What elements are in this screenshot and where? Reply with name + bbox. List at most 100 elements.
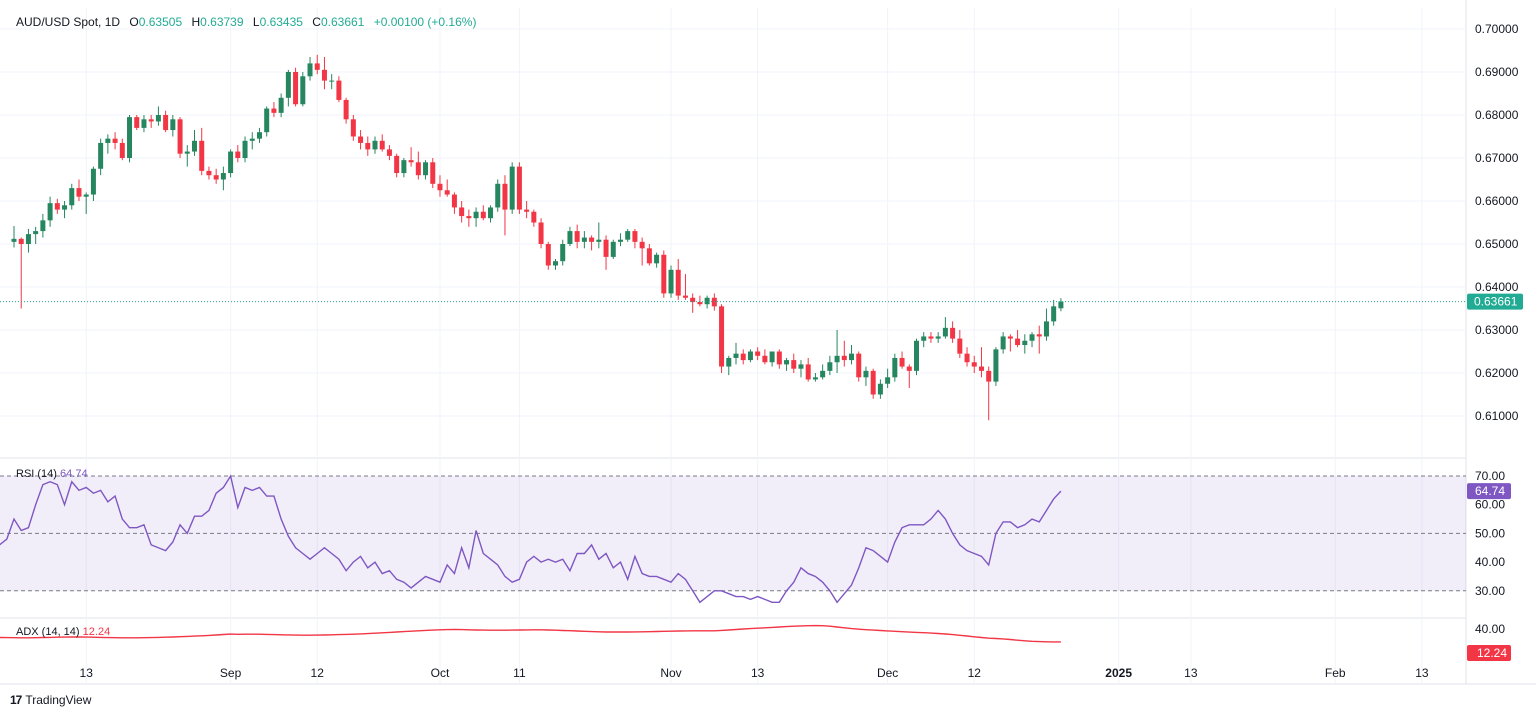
tv-logo-icon: 17 bbox=[10, 693, 22, 707]
tradingview-logo[interactable]: 17 TradingView bbox=[10, 693, 91, 707]
candle-body bbox=[206, 170, 212, 176]
candle-body bbox=[242, 140, 248, 158]
time-tick-label: 13 bbox=[1184, 666, 1198, 680]
candle-body bbox=[993, 349, 999, 382]
candle-body bbox=[553, 261, 558, 266]
last-price-tag bbox=[1467, 293, 1523, 310]
close-value: 0.63661 bbox=[320, 15, 365, 29]
time-tick-label: Nov bbox=[660, 666, 681, 680]
symbol-title: AUD/USD Spot, 1D bbox=[16, 15, 121, 29]
candle-body bbox=[141, 119, 147, 128]
candle-body bbox=[654, 254, 660, 264]
candle-body bbox=[834, 355, 840, 363]
rsi-tick-label: 40.00 bbox=[1475, 555, 1505, 569]
candle-body bbox=[199, 140, 205, 171]
rsi-value-tag bbox=[1467, 483, 1511, 500]
candle-body bbox=[719, 306, 725, 367]
candle-body bbox=[589, 237, 595, 242]
candle-body bbox=[762, 355, 768, 363]
candle-body bbox=[675, 269, 681, 296]
adx-value-tag-text: 12.24 bbox=[1477, 646, 1507, 660]
last-price-text: 0.63661 bbox=[1474, 295, 1518, 309]
candle-body bbox=[488, 207, 494, 219]
candle-body bbox=[950, 327, 956, 339]
candle-body bbox=[986, 370, 992, 382]
candle-body bbox=[538, 222, 544, 244]
candle-body bbox=[617, 239, 623, 242]
candle-body bbox=[964, 353, 970, 363]
candle-body bbox=[90, 168, 96, 195]
adx-panel bbox=[0, 624, 1061, 643]
adx-tick-label: 40.00 bbox=[1475, 622, 1505, 636]
candle-body bbox=[820, 370, 826, 378]
candle-body bbox=[11, 238, 17, 242]
candle-body bbox=[235, 151, 241, 158]
candle-body bbox=[256, 132, 262, 139]
price-tick-label: 0.63000 bbox=[1475, 323, 1519, 337]
candle-body bbox=[372, 140, 378, 150]
candle-body bbox=[307, 63, 313, 77]
candle-body bbox=[314, 63, 320, 70]
candle-body bbox=[76, 188, 82, 197]
candle-body bbox=[220, 173, 226, 180]
candle-body bbox=[278, 97, 284, 113]
candle-body bbox=[581, 237, 587, 242]
rsi-tick-label: 50.00 bbox=[1475, 526, 1505, 540]
candle-body bbox=[892, 357, 898, 378]
candle-body bbox=[343, 99, 349, 120]
rsi-panel bbox=[0, 474, 1466, 604]
candle-body bbox=[870, 370, 876, 395]
candle-body bbox=[914, 340, 919, 371]
candle-body bbox=[733, 353, 739, 358]
candle-body bbox=[451, 194, 457, 208]
open-value: 0.63505 bbox=[138, 15, 183, 29]
candle-body bbox=[40, 220, 46, 232]
candle-body bbox=[682, 295, 688, 298]
candle-body bbox=[423, 162, 429, 176]
candle-body bbox=[285, 72, 291, 98]
time-tick-label: 12 bbox=[311, 666, 325, 680]
candle-body bbox=[271, 108, 277, 113]
candle-body bbox=[574, 231, 580, 242]
candle-body bbox=[877, 383, 883, 395]
candle-body bbox=[62, 205, 68, 210]
candle-body bbox=[459, 207, 465, 217]
time-tick-label: 2025 bbox=[1105, 666, 1132, 680]
price-tick-label: 0.62000 bbox=[1475, 366, 1519, 380]
candle-body bbox=[632, 231, 638, 242]
time-tick-label: 13 bbox=[1415, 666, 1429, 680]
time-tick-label: Oct bbox=[431, 666, 450, 680]
candle-body bbox=[784, 360, 790, 365]
candle-body bbox=[1051, 306, 1057, 322]
low-label: L bbox=[252, 15, 260, 29]
candle-body bbox=[127, 117, 133, 158]
candle-body bbox=[906, 366, 912, 371]
candle-body bbox=[54, 203, 60, 210]
rsi-tick-label: 60.00 bbox=[1475, 498, 1505, 512]
candle-body bbox=[105, 138, 111, 143]
candle-body bbox=[177, 119, 183, 154]
candle-body bbox=[740, 353, 746, 361]
rsi-value: 64.74 bbox=[60, 468, 88, 480]
candle-body bbox=[769, 351, 775, 363]
adx-legend: ADX (14, 14) 12.24 bbox=[16, 626, 110, 638]
candle-body bbox=[531, 211, 537, 223]
candle-body bbox=[466, 216, 472, 219]
candle-body bbox=[300, 76, 306, 105]
candle-body bbox=[812, 377, 818, 380]
adx-value: 12.24 bbox=[82, 626, 111, 638]
time-tick-label: Sep bbox=[220, 666, 242, 680]
candle-body bbox=[119, 142, 125, 158]
candle-body bbox=[827, 362, 833, 371]
time-tick-label: 13 bbox=[80, 666, 94, 680]
candle-body bbox=[480, 211, 486, 219]
candle-body bbox=[1007, 336, 1013, 339]
price-tick-label: 0.67000 bbox=[1475, 151, 1519, 165]
open-label: O bbox=[129, 15, 139, 29]
rsi-value-tag-text: 64.74 bbox=[1475, 484, 1505, 498]
candle-body bbox=[170, 119, 176, 131]
brand-text: TradingView bbox=[25, 693, 92, 707]
candle-body bbox=[646, 248, 652, 264]
candle-body bbox=[184, 151, 190, 154]
